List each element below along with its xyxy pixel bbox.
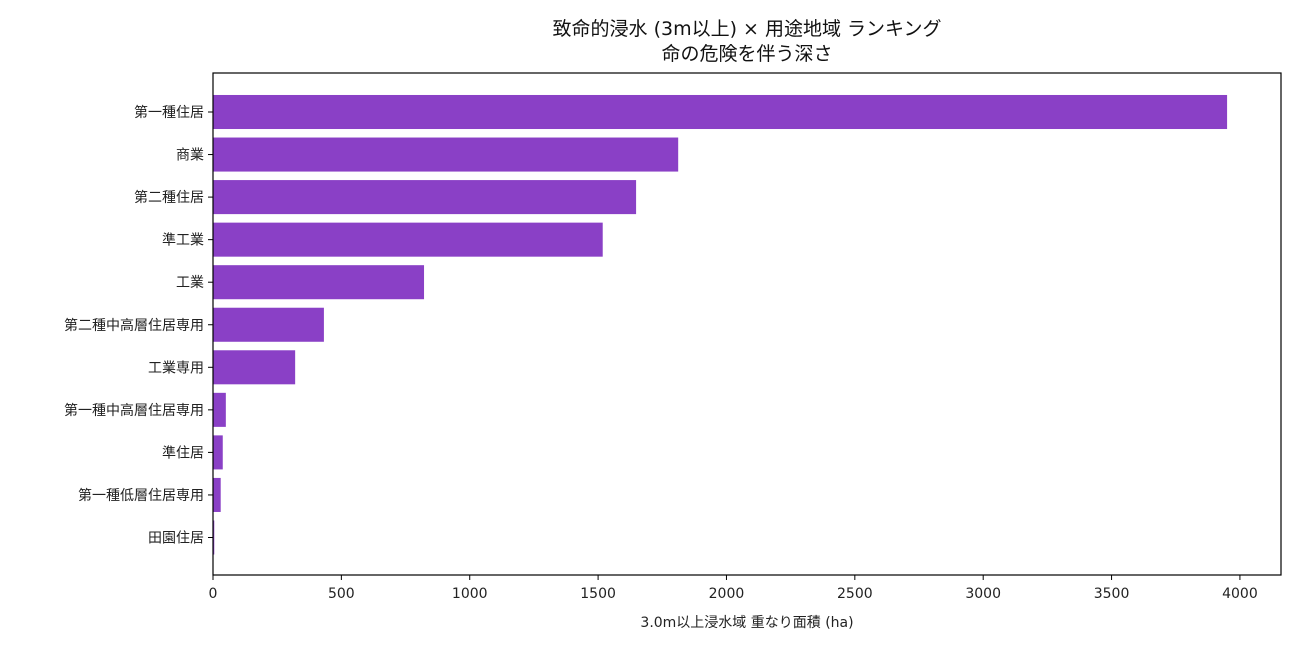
x-tick-label: 1000 [452,586,488,602]
bar-1 [213,137,679,172]
bar-8 [213,435,223,470]
x-tick-label: 2500 [837,586,873,602]
bar-10 [213,520,215,555]
y-tick-label: 第一種住居 [134,104,204,121]
plot-frame [212,72,1282,576]
y-axis: 第一種住居商業第二種住居準工業工業第二種中高層住居専用工業専用第一種中高層住居専… [64,104,213,547]
y-tick-label: 第二種住居 [134,189,204,206]
x-tick-label: 4000 [1222,586,1258,602]
y-tick-label: 準工業 [162,233,204,249]
bar-7 [213,392,226,427]
y-tick-label: 工業 [176,275,204,291]
y-tick-label: 第一種低層住居専用 [78,487,204,504]
y-tick-label: 工業専用 [148,360,204,376]
x-tick-label: 0 [209,586,218,602]
y-tick-label: 第一種中高層住居専用 [64,402,204,419]
x-axis-label: 3.0m以上浸水域 重なり面積 (ha) [640,615,853,631]
x-axis: 0 500 1000 1500 2000 2500 3000 3500 4000 [209,575,1258,602]
y-tick-label: 商業 [176,148,204,164]
bar-6 [213,350,296,385]
x-tick-label: 2000 [709,586,745,602]
chart-title: 致命的浸水 (3m以上) × 用途地域 ランキング [553,18,942,40]
bar-0 [213,94,1228,130]
bar-2 [213,180,637,215]
x-tick-label: 500 [328,586,355,602]
y-tick-label: 準住居 [162,445,204,461]
bar-9 [213,477,221,512]
chart-subtitle: 命の危険を伴う深さ [661,43,832,65]
bar-5 [213,307,324,342]
bar-4 [213,265,425,300]
x-tick-label: 3000 [965,586,1001,602]
x-tick-label: 1500 [580,586,616,602]
bars-group [213,94,1228,555]
y-tick-label: 第二種中高層住居専用 [64,317,204,334]
y-tick-label: 田園住居 [148,531,204,547]
bar-3 [213,222,603,257]
x-tick-label: 3500 [1094,586,1130,602]
